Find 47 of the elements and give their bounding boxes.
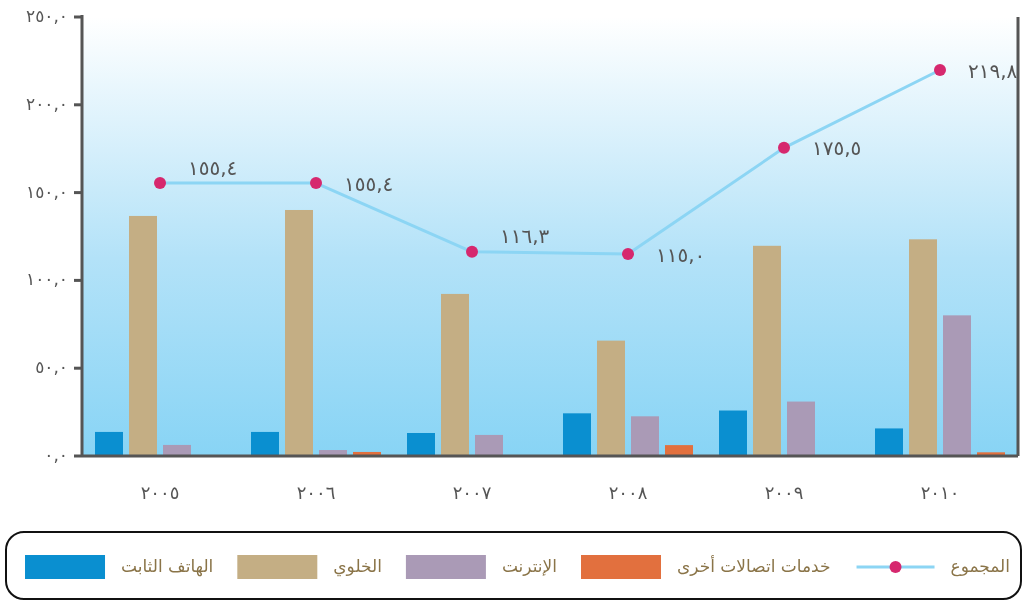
bar: [753, 245, 781, 456]
data-label: ١٥٥,٤: [344, 171, 394, 196]
data-label: ٢١٩,٨: [968, 58, 1018, 83]
point: [778, 141, 790, 154]
x-tick-label: ٢٠٠٨: [608, 482, 648, 503]
data-label: ١١٥,٠: [656, 242, 706, 267]
bar: [787, 401, 815, 456]
bar: [407, 433, 435, 456]
x-tick-label: ٢٠١٠: [920, 482, 960, 503]
x-tick-label: ٢٠٠٩: [764, 482, 804, 503]
bar: [719, 410, 747, 456]
y-tick-label: ١٠٠,٠: [26, 269, 68, 290]
bar: [95, 431, 123, 456]
y-tick-label: ١٥٠,٠: [26, 181, 68, 202]
bar: [909, 239, 937, 456]
bar: [163, 444, 191, 456]
x-tick-label: ٢٠٠٥: [140, 482, 180, 503]
x-tick-label: ٢٠٠٦: [296, 482, 336, 503]
legend-label: الهاتف الثابت: [121, 556, 214, 577]
bar: [475, 434, 503, 456]
y-tick-label: ٠,٠: [44, 445, 68, 465]
point: [466, 245, 478, 258]
point: [622, 248, 634, 261]
bar: [251, 431, 279, 456]
data-label: ١٥٥,٤: [188, 155, 238, 180]
point: [934, 64, 946, 77]
point: [310, 177, 322, 190]
y-tick-label: ٢٥٠,٠: [26, 6, 68, 26]
point: [154, 177, 166, 190]
bar: [285, 209, 313, 456]
y-tick-label: ٥٠,٠: [35, 357, 68, 378]
bar: [441, 293, 469, 456]
bar: [631, 416, 659, 456]
bar: [597, 340, 625, 456]
data-label: ١٧٥,٥: [812, 136, 862, 161]
bar: [563, 413, 591, 456]
legend-label: المجموع: [950, 556, 1010, 577]
bar: [129, 215, 157, 456]
legend-label: الإنترنت: [501, 556, 557, 576]
bar: [943, 315, 971, 456]
data-label: ١١٦,٣: [500, 224, 550, 249]
legend-label: الخلوي: [333, 556, 382, 577]
legend-label: خدمات اتصالات أخرى: [677, 555, 831, 576]
bar: [875, 428, 903, 456]
y-tick-label: ٢٠٠,٠: [26, 93, 68, 114]
x-tick-label: ٢٠٠٧: [452, 482, 492, 503]
bar: [665, 445, 693, 456]
